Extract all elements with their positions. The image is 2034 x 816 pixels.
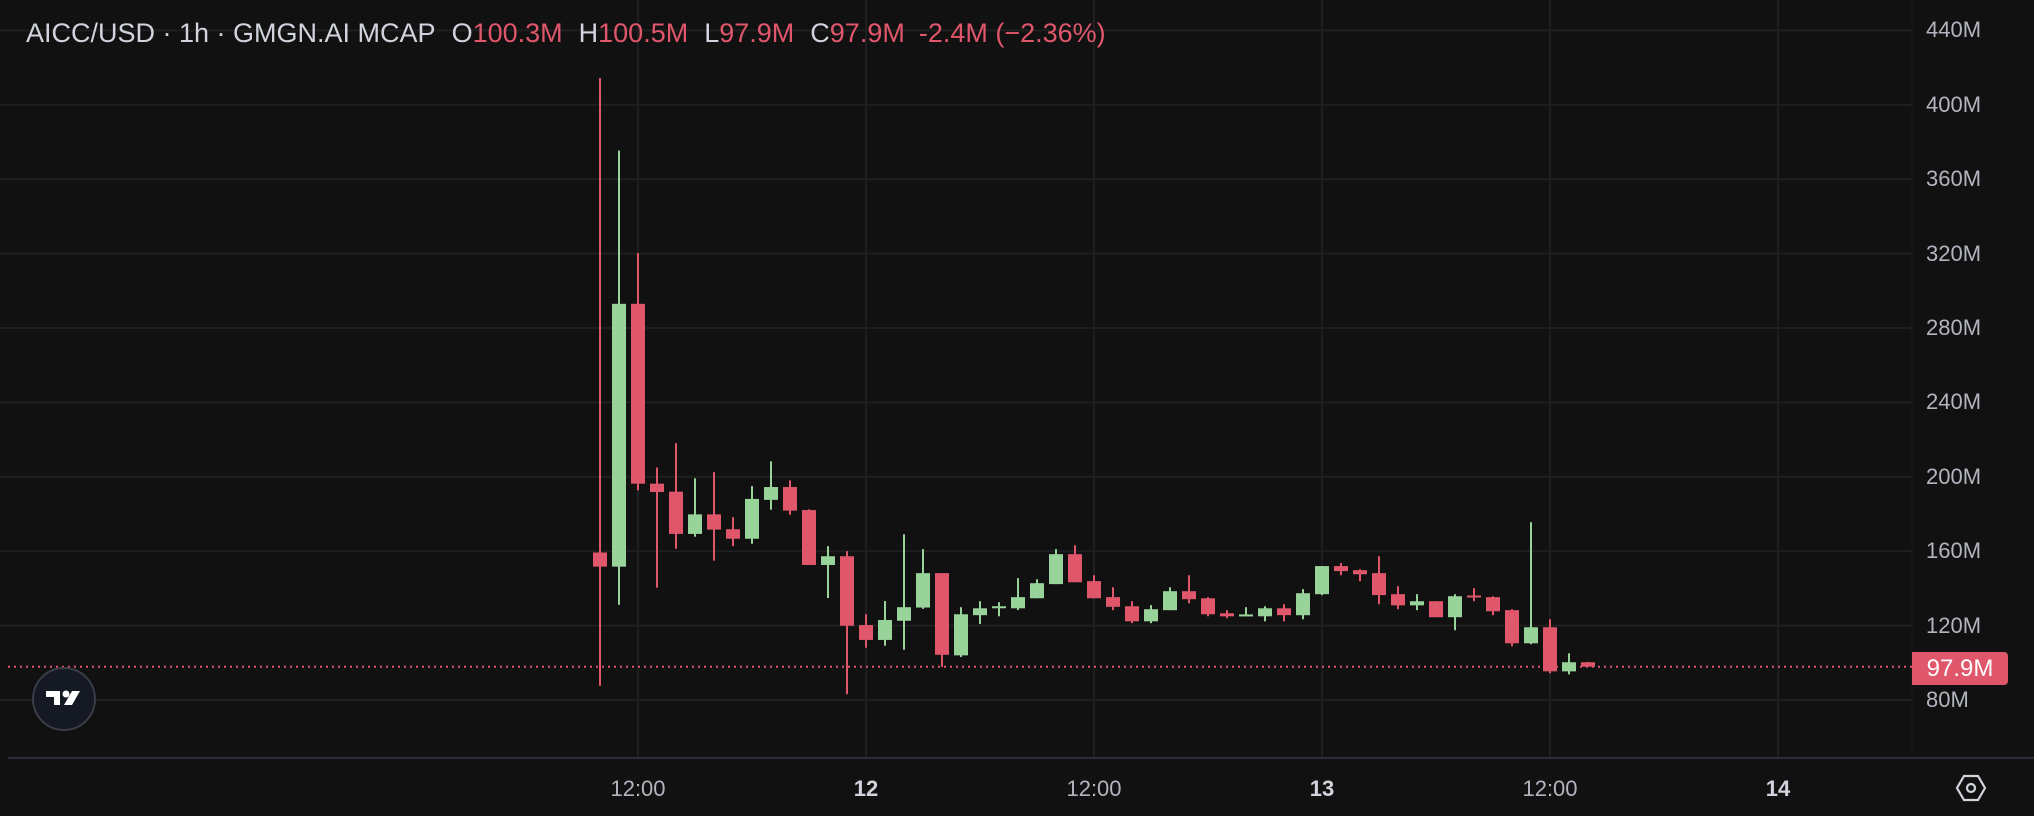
candle-body-down [1182,591,1196,600]
candle-body-down [1486,597,1500,612]
candle-body-down [1277,608,1291,616]
candle-body-down [840,556,854,626]
candle-body-up [1524,627,1538,644]
last-price-tag: 97.9M [1912,652,2008,685]
close-label: C [810,18,830,48]
candle-wick-up [998,602,1000,617]
candle-wick-up [1530,522,1532,645]
settings-icon[interactable] [1955,772,1987,804]
candle-wick-up [1017,578,1019,610]
close-value: 97.9M [829,18,905,48]
price-axis-label: 80M [1926,687,1969,712]
candle-body-down [650,483,664,493]
high-label: H [578,18,599,48]
candle-body-up [821,556,835,565]
candle-wick-down [1359,569,1361,582]
candle-wick-up [1245,607,1247,616]
candle-body-up [1315,566,1329,595]
candle-body-down [1581,662,1595,667]
price-axis-label: 280M [1926,315,1982,340]
candle-body-up [745,498,759,539]
candle-body-down [859,625,873,640]
time-axis-label: 12 [853,776,879,801]
candle-body-down [1391,594,1405,606]
open-value: 100.3M [472,18,563,48]
tradingview-logo-icon [46,690,80,705]
candle-body-down [707,514,721,530]
candle-body-up [1239,614,1253,617]
candle-body-up [878,620,892,640]
candle-body-down [1505,610,1519,644]
candle-wick-up [903,534,905,650]
candle-body-up [1030,583,1044,599]
candle-wick-down [599,78,601,686]
price-axis-label: 160M [1926,538,1982,564]
time-axis-label: 12:00 [610,776,666,801]
candle-body-down [1125,606,1139,622]
time-axis-label: 12:00 [1522,776,1578,801]
candle-wick-down [656,467,658,588]
candle-body-down [1543,627,1557,672]
symbol-title: AICC/USD · 1h · GMGN.AI MCAP [26,18,436,48]
candle-body-up [1296,593,1310,616]
candle-body-down [802,510,816,565]
candle-body-up [954,614,968,656]
change-value: -2.4M (−2.36%) [918,18,1106,48]
candle-wick-down [1473,588,1475,602]
candle-body-up [612,303,626,567]
candle-body-down [1068,554,1082,583]
candle-body-down [593,552,607,567]
candle-body-down [1429,601,1443,618]
candle-wick-up [770,461,772,510]
candle-body-down [1334,566,1348,572]
candle-body-down [669,491,683,534]
open-label: O [451,18,473,48]
price-axis-label: 120M [1926,612,1982,638]
time-axis-label: 12:00 [1066,776,1122,801]
candle-body-down [1201,598,1215,615]
candle-body-down [1372,573,1386,596]
candle-body-down [1220,613,1234,617]
candle-body-down [783,487,797,511]
candle-body-up [916,573,930,608]
candle-body-up [1258,608,1272,617]
price-axis-label: 440M [1926,17,1982,43]
price-axis-label: 240M [1926,389,1982,415]
candle-body-down [726,529,740,539]
candle-body-up [992,606,1006,609]
low-label: L [704,18,720,48]
candle-body-up [1562,662,1576,672]
time-axis-label: 14 [1765,776,1791,801]
candle-body-down [1106,597,1120,607]
candle-body-up [1049,554,1063,585]
candle-wick-up [694,478,696,537]
candle-body-up [1410,601,1424,606]
low-value: 97.9M [719,18,795,48]
price-axis-label: 200M [1926,463,1982,489]
candle-body-up [764,487,778,500]
price-axis-label: 400M [1926,91,1982,117]
chart-legend: AICC/USD · 1h · GMGN.AI MCAP O 100.3M H 10… [26,18,1106,49]
candle-body-down [1467,595,1481,598]
price-axis-label: 320M [1926,240,1982,266]
high-value: 100.5M [598,18,689,48]
candle-body-up [688,514,702,534]
candle-body-up [897,607,911,621]
candle-body-down [1353,570,1367,575]
candle-body-up [973,608,987,616]
candle-body-down [631,303,645,484]
candle-body-up [1163,591,1177,611]
price-axis-label: 360M [1926,166,1982,192]
candle-body-up [1011,597,1025,609]
candle-wick-up [827,546,829,599]
candle-body-down [935,573,949,655]
candle-body-down [1087,581,1101,599]
candle-body-up [1144,609,1158,622]
time-axis-label: 13 [1309,776,1335,801]
candle-body-up [1448,596,1462,618]
tradingview-logo[interactable] [32,667,96,731]
candle-wick-down [1188,575,1190,604]
